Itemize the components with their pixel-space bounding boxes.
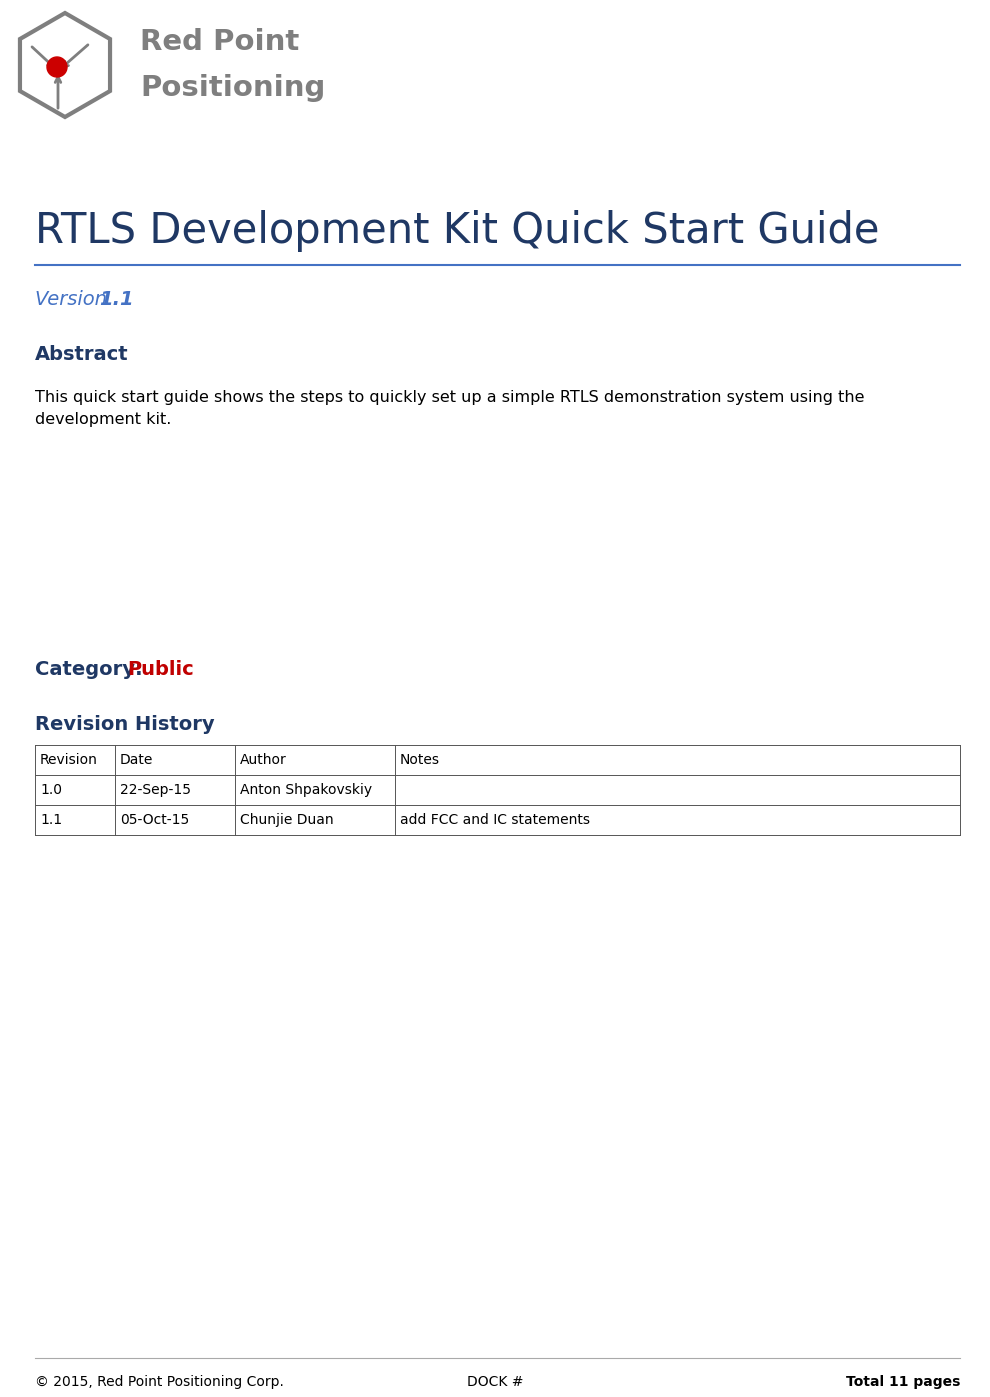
Ellipse shape — [47, 57, 67, 77]
Text: Notes: Notes — [400, 753, 440, 767]
Text: 1.1: 1.1 — [40, 813, 62, 827]
Text: © 2015, Red Point Positioning Corp.: © 2015, Red Point Positioning Corp. — [35, 1375, 284, 1389]
Text: Anton Shpakovskiy: Anton Shpakovskiy — [240, 782, 372, 798]
Text: 22-Sep-15: 22-Sep-15 — [120, 782, 191, 798]
Text: RTLS Development Kit Quick Start Guide: RTLS Development Kit Quick Start Guide — [35, 210, 879, 251]
Text: Revision History: Revision History — [35, 715, 215, 733]
Text: This quick start guide shows the steps to quickly set up a simple RTLS demonstra: This quick start guide shows the steps t… — [35, 390, 864, 427]
Text: 05-Oct-15: 05-Oct-15 — [120, 813, 189, 827]
Text: Total 11 pages: Total 11 pages — [845, 1375, 960, 1389]
Text: Abstract: Abstract — [35, 345, 129, 365]
Text: Date: Date — [120, 753, 153, 767]
Text: Red Point: Red Point — [140, 28, 299, 56]
Text: 1.0: 1.0 — [40, 782, 62, 798]
Text: Public: Public — [127, 659, 194, 679]
Text: Author: Author — [240, 753, 287, 767]
Text: Revision: Revision — [40, 753, 98, 767]
Text: 1.1: 1.1 — [99, 291, 134, 309]
Text: Positioning: Positioning — [140, 74, 326, 102]
Text: add FCC and IC statements: add FCC and IC statements — [400, 813, 590, 827]
Text: DOCK #: DOCK # — [466, 1375, 524, 1389]
Text: Version: Version — [35, 291, 113, 309]
Text: Category:: Category: — [35, 659, 149, 679]
Text: Chunjie Duan: Chunjie Duan — [240, 813, 334, 827]
